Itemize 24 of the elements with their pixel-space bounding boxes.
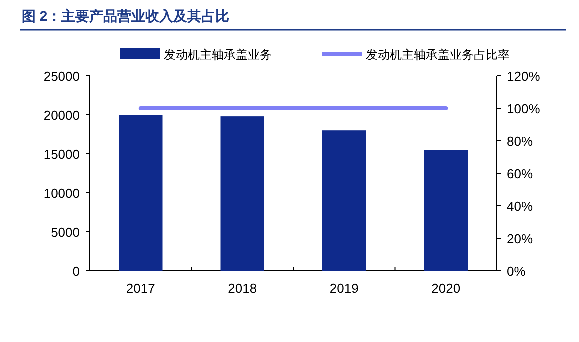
x-tick-label: 2017 (126, 281, 156, 296)
x-tick-label: 2020 (432, 281, 461, 296)
y2-tick-label: 0% (507, 264, 526, 279)
y2-tick-label: 120% (507, 69, 541, 84)
y-tick-label: 20000 (44, 108, 80, 123)
y-tick-label: 25000 (44, 69, 80, 84)
y2-tick-label: 100% (507, 102, 541, 116)
y2-tick-label: 40% (507, 199, 534, 214)
y2-tick-label: 80% (507, 134, 534, 149)
y-tick-label: 5000 (51, 225, 80, 240)
bar (119, 115, 163, 271)
x-tick-label: 2019 (330, 281, 359, 296)
x-tick-label: 2018 (228, 281, 258, 296)
legend-label: 发动机主轴承盖业务 (164, 48, 272, 62)
chart-title: 图 2：主要产品营业收入及其占比 (22, 8, 230, 24)
bar (322, 130, 366, 271)
y-tick-label: 0 (72, 264, 80, 279)
y-tick-label: 15000 (44, 147, 80, 162)
y-tick-label: 10000 (44, 186, 80, 201)
legend-label: 发动机主轴承盖业务占比率 (366, 48, 510, 62)
y2-tick-label: 60% (507, 166, 534, 182)
y2-tick-label: 20% (507, 232, 534, 246)
bar (220, 116, 264, 271)
bar (424, 150, 468, 271)
